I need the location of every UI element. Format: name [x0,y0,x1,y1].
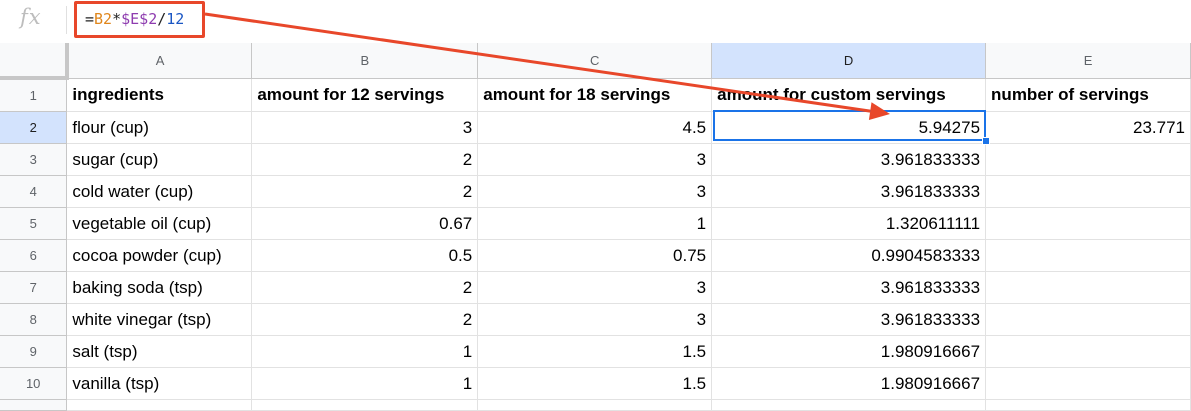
table-row: 2 flour (cup) 3 4.5 5.94275 23.771 [0,111,1191,144]
cell-d9[interactable]: 1.980916667 [711,335,987,368]
formula-token: * [112,10,122,28]
select-all-corner[interactable] [0,43,69,80]
cell-c7[interactable]: 3 [477,271,713,304]
cell-b3[interactable]: 2 [251,143,479,176]
cell-c2[interactable]: 4.5 [477,111,713,144]
table-row: 6 cocoa powder (cup) 0.5 0.75 0.9904583333 [0,239,1191,272]
cell-a9[interactable]: salt (tsp) [66,335,253,368]
cell-a4[interactable]: cold water (cup) [66,175,253,208]
cell-a10[interactable]: vanilla (tsp) [66,367,253,400]
spreadsheet-grid: A B C D E 1 ingredients amount for 12 serv… [0,43,1191,411]
cell-d4[interactable]: 3.961833333 [711,175,987,208]
cell-d7[interactable]: 3.961833333 [711,271,987,304]
cell-b9[interactable]: 1 [251,335,479,368]
cell-c3[interactable]: 3 [477,143,713,176]
cell-e6[interactable] [985,239,1191,272]
formula-input[interactable]: =B2*$E$2/12 [85,10,184,28]
cell-a5[interactable]: vegetable oil (cup) [66,207,253,240]
cell-a2[interactable]: flour (cup) [66,111,253,144]
fx-icon: fx [20,5,42,29]
formula-bar: fx =B2*$E$2/12 [0,0,1191,44]
row-header-7[interactable]: 7 [0,271,68,304]
cell-b10[interactable]: 1 [251,367,479,400]
cell-c8[interactable]: 3 [477,303,713,336]
cell-d2[interactable]: 5.94275 [711,111,987,144]
row-header-9[interactable]: 9 [0,335,68,368]
cell-e2[interactable]: 23.771 [985,111,1191,144]
cell-d3[interactable]: 3.961833333 [711,143,987,176]
cell-b5[interactable]: 0.67 [251,207,479,240]
column-header-d[interactable]: D [711,43,987,79]
row-header-3[interactable]: 3 [0,143,68,176]
cell-a6[interactable]: cocoa powder (cup) [66,239,253,272]
table-row: 3 sugar (cup) 2 3 3.961833333 [0,143,1191,176]
cell-a3[interactable]: sugar (cup) [66,143,253,176]
cell-a1[interactable]: ingredients [66,78,253,112]
cell-a7[interactable]: baking soda (tsp) [66,271,253,304]
table-row: 1 ingredients amount for 12 servings amount… [0,78,1191,112]
cell-e9[interactable] [985,335,1191,368]
formula-token: 12 [166,10,185,28]
column-header-a[interactable]: A [66,43,253,79]
formula-bar-divider [66,6,67,34]
cell-b2[interactable]: 3 [251,111,479,144]
cell-e4[interactable] [985,175,1191,208]
cell-b4[interactable]: 2 [251,175,479,208]
cell-c6[interactable]: 0.75 [477,239,713,272]
row-header-6[interactable]: 6 [0,239,68,272]
cell-c4[interactable]: 3 [477,175,713,208]
cell-d10[interactable]: 1.980916667 [711,367,987,400]
cell-c9[interactable]: 1.5 [477,335,713,368]
table-row: 8 white vinegar (tsp) 2 3 3.961833333 [0,303,1191,336]
row-header-8[interactable]: 8 [0,303,68,336]
cell-b6[interactable]: 0.5 [251,239,479,272]
cell-d8[interactable]: 3.961833333 [711,303,987,336]
cell-e7[interactable] [985,271,1191,304]
fill-handle[interactable] [982,137,990,145]
row-header-1[interactable]: 1 [0,78,68,112]
cell-d5[interactable]: 1.320611111 [711,207,987,240]
cell-b1[interactable]: amount for 12 servings [251,78,479,112]
table-row: 7 baking soda (tsp) 2 3 3.961833333 [0,271,1191,304]
cell-e8[interactable] [985,303,1191,336]
table-row: 4 cold water (cup) 2 3 3.961833333 [0,175,1191,208]
cell-b8[interactable]: 2 [251,303,479,336]
cell-e1[interactable]: number of servings [985,78,1191,112]
formula-token: / [157,10,167,28]
cell-c10[interactable]: 1.5 [477,367,713,400]
row-header-4[interactable]: 4 [0,175,68,208]
column-header-e[interactable]: E [985,43,1191,79]
formula-token: B2 [94,10,113,28]
formula-token: = [85,10,95,28]
cell-c5[interactable]: 1 [477,207,713,240]
cell-d6[interactable]: 0.9904583333 [711,239,987,272]
row-header-10[interactable]: 10 [0,367,68,400]
row-header-2[interactable]: 2 [0,111,68,144]
row-header-5[interactable]: 5 [0,207,68,240]
formula-highlight-box [74,1,205,38]
cell-e5[interactable] [985,207,1191,240]
cell-e10[interactable] [985,367,1191,400]
cell-e3[interactable] [985,143,1191,176]
table-row: 5 vegetable oil (cup) 0.67 1 1.320611111 [0,207,1191,240]
formula-token: $E$2 [121,10,158,28]
cell-b7[interactable]: 2 [251,271,479,304]
table-row: 9 salt (tsp) 1 1.5 1.980916667 [0,335,1191,368]
cell-a8[interactable]: white vinegar (tsp) [66,303,253,336]
table-row: 10 vanilla (tsp) 1 1.5 1.980916667 [0,367,1191,400]
